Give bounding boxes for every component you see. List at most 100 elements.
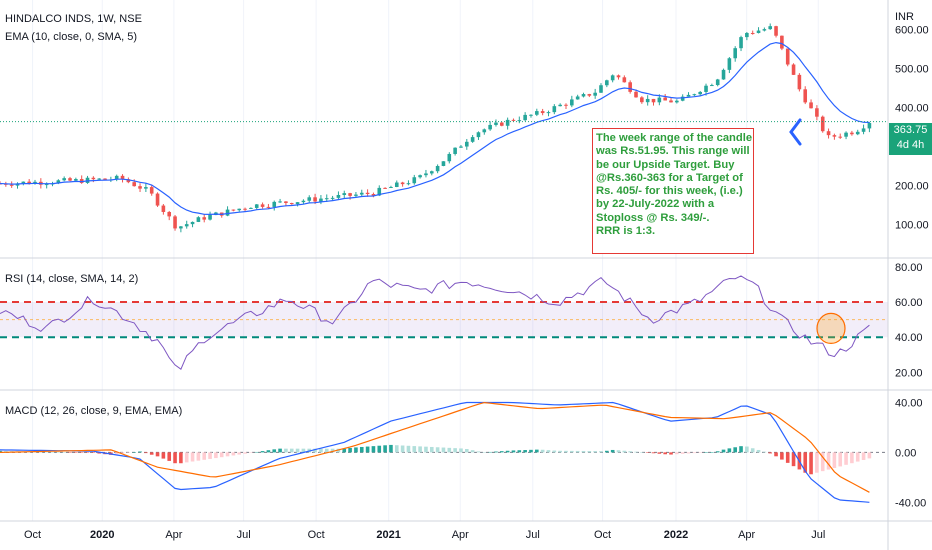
- rsi-y-tick: 20.00: [895, 367, 923, 379]
- candle-body: [260, 204, 265, 207]
- x-tick-label: 2020: [90, 529, 114, 541]
- macd-hist-bar: [593, 451, 597, 453]
- macd-hist-bar: [803, 452, 808, 473]
- candle-body: [628, 82, 632, 92]
- candle-body: [441, 161, 446, 166]
- candle-body: [429, 171, 434, 174]
- candle-body: [301, 200, 306, 203]
- candle-body: [605, 80, 609, 86]
- candle-body: [546, 112, 551, 114]
- candle-body: [470, 137, 475, 142]
- macd-hist-bar: [692, 452, 697, 454]
- ema-label: EMA (10, close, 0, SMA, 5): [5, 31, 137, 43]
- macd-hist-bar: [634, 451, 638, 453]
- macd-hist-bar: [517, 450, 522, 453]
- macd-hist-bar: [832, 452, 837, 469]
- macd-hist-bar: [505, 450, 510, 453]
- macd-hist-bar: [459, 448, 463, 453]
- macd-hist-bar: [441, 447, 446, 453]
- macd-hist-bar: [260, 451, 265, 453]
- macd-hist-bar: [488, 451, 492, 453]
- macd-hist-bar: [453, 448, 457, 453]
- macd-hist-bar: [155, 452, 160, 457]
- macd-hist-bar: [126, 452, 131, 453]
- candle-body: [715, 79, 720, 86]
- symbol-label: HINDALCO INDS, 1W, NSE: [5, 13, 142, 25]
- macd-hist-bar: [710, 452, 714, 453]
- candle-body: [313, 197, 317, 202]
- candle-body: [622, 77, 627, 83]
- price-y-tick: 500.00: [895, 63, 929, 75]
- candle-body: [692, 94, 697, 96]
- macd-hist-bar: [698, 452, 702, 453]
- candle-body: [231, 209, 236, 211]
- macd-hist-bar: [50, 452, 55, 453]
- macd-hist-bar: [424, 446, 428, 453]
- bar-countdown: 4d 4h: [896, 139, 925, 151]
- currency-label: INR: [895, 11, 914, 23]
- macd-hist-bar: [610, 449, 615, 453]
- chevron-left-icon: [789, 118, 802, 146]
- x-tick-label: Oct: [594, 529, 611, 541]
- candle-body: [161, 205, 166, 212]
- candle-body: [861, 128, 866, 132]
- macd-hist-bar: [791, 452, 796, 467]
- macd-hist-bar: [167, 452, 172, 461]
- candle-body: [686, 94, 691, 97]
- macd-hist-bar: [663, 452, 667, 455]
- candle-body: [575, 96, 580, 100]
- macd-hist-bar: [704, 452, 708, 453]
- macd-hist-bar: [657, 452, 662, 454]
- macd-hist-bar: [540, 449, 545, 453]
- candle-body: [698, 91, 702, 95]
- rsi-y-tick: 40.00: [895, 332, 923, 344]
- candle-body: [651, 98, 656, 103]
- candle-body: [272, 201, 277, 207]
- candle-body: [68, 178, 72, 181]
- candle-body: [832, 135, 837, 137]
- candle-body: [634, 91, 638, 98]
- candle-body: [179, 226, 183, 229]
- macd-hist-bar: [412, 446, 417, 453]
- candle-body: [616, 75, 621, 78]
- macd-hist-bar: [500, 451, 504, 453]
- macd-hist-bar: [319, 448, 323, 453]
- macd-hist-bar: [470, 450, 475, 453]
- candle-body: [599, 85, 603, 93]
- candle-body: [511, 119, 516, 121]
- macd-hist-bar: [768, 452, 773, 454]
- candle-body: [540, 111, 545, 114]
- macd-hist-bar: [266, 450, 271, 453]
- macd-hist-bar: [599, 451, 603, 453]
- candle-body: [62, 178, 66, 181]
- macd-hist-bar: [161, 452, 166, 459]
- candle-body: [663, 97, 667, 101]
- macd-hist-bar: [727, 448, 732, 453]
- macd-hist-bar: [733, 447, 737, 453]
- candle-body: [348, 193, 352, 196]
- macd-hist-bar: [132, 452, 137, 453]
- macd-hist-bar: [570, 450, 574, 453]
- macd-hist-bar: [464, 449, 469, 453]
- macd-hist-bar: [44, 451, 49, 453]
- candle-body: [494, 122, 498, 125]
- rsi-highlight-circle: [816, 312, 846, 344]
- candle-body: [330, 197, 335, 199]
- macd-histogram: [0, 444, 872, 475]
- candle-body: [44, 184, 49, 186]
- x-tick-label: Apr: [738, 529, 755, 541]
- candle-body: [756, 30, 761, 34]
- macd-hist-bar: [91, 452, 96, 453]
- macd-hist-bar: [219, 452, 224, 458]
- candle-body: [675, 100, 679, 103]
- macd-hist-bar: [330, 448, 335, 453]
- macd-hist-bar: [4, 451, 8, 453]
- rsi-y-tick: 60.00: [895, 297, 923, 309]
- macd-hist-bar: [762, 451, 767, 453]
- candle-body: [424, 173, 428, 176]
- candle-body: [394, 182, 399, 187]
- candle-body: [237, 208, 242, 211]
- macd-hist-bar: [114, 452, 119, 455]
- rsi-label: RSI (14, close, SMA, 14, 2): [5, 273, 138, 285]
